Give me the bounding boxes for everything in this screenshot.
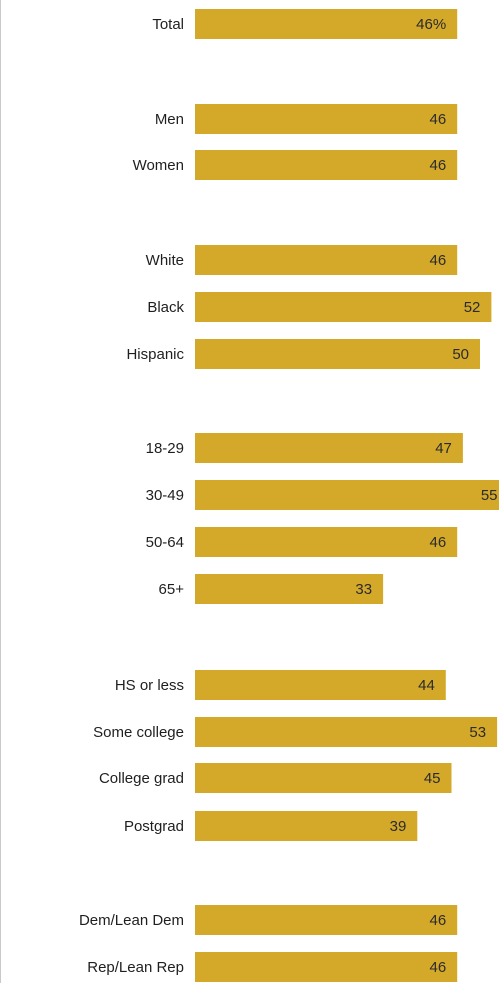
bar-row: Rep/Lean Rep 46: [87, 952, 458, 982]
value-label: 53: [469, 724, 486, 741]
bar: [195, 245, 458, 275]
value-label: 50: [452, 346, 469, 363]
category-label: White: [146, 252, 184, 269]
category-label: Some college: [93, 724, 184, 741]
bar: [195, 670, 446, 700]
value-label: 46: [430, 157, 447, 174]
category-label: 18-29: [146, 440, 184, 457]
bar: [195, 905, 458, 935]
category-label: College grad: [99, 770, 184, 787]
bar-row: Total 46%: [152, 9, 458, 39]
category-label: Black: [147, 299, 184, 316]
category-label: Rep/Lean Rep: [87, 959, 184, 976]
category-label: 30-49: [146, 487, 184, 504]
value-label: 46: [430, 111, 447, 128]
value-label: 46: [430, 912, 447, 929]
bar: [195, 527, 458, 557]
value-label: 33: [355, 581, 372, 598]
category-label: Postgrad: [124, 818, 184, 835]
bar: [195, 433, 463, 463]
value-label: 55: [481, 487, 498, 504]
bar-row: HS or less 44: [115, 670, 446, 700]
bar-row: Men 46: [155, 104, 458, 134]
value-label: 46: [430, 959, 447, 976]
bar-row: Postgrad 39: [124, 811, 418, 841]
bar-row: Dem/Lean Dem 46: [79, 905, 458, 935]
bar: [195, 811, 418, 841]
bar: [195, 104, 458, 134]
value-label: 45: [424, 770, 441, 787]
bar: [195, 150, 458, 180]
category-label: HS or less: [115, 677, 184, 694]
bar-row: 50-64 46: [146, 527, 458, 557]
bar-row: Hispanic 50: [126, 339, 480, 369]
bar-row: 18-29 47: [146, 433, 463, 463]
bar-row: College grad 45: [99, 763, 452, 793]
category-label: Dem/Lean Dem: [79, 912, 184, 929]
bar: [195, 763, 452, 793]
bar: [195, 339, 480, 369]
bar-row: Women 46: [133, 150, 458, 180]
value-label: 46: [430, 252, 447, 269]
bar: [195, 574, 384, 604]
bar-row: 30-49 55: [146, 480, 499, 510]
value-label: 52: [464, 299, 481, 316]
value-label: 44: [418, 677, 435, 694]
bar-row: Some college 53: [93, 717, 498, 747]
category-label: Total: [152, 16, 184, 33]
bar-row: White 46: [146, 245, 458, 275]
category-label: Men: [155, 111, 184, 128]
bar: [195, 9, 458, 39]
bar-row: Black 52: [147, 292, 492, 322]
category-label: 50-64: [146, 534, 184, 551]
bar-row: 65+ 33: [159, 574, 384, 604]
bar: [195, 292, 492, 322]
value-label: 47: [435, 440, 452, 457]
category-label: 65+: [159, 581, 185, 598]
value-label: 39: [390, 818, 407, 835]
bar: [195, 480, 499, 510]
category-label: Women: [133, 157, 184, 174]
value-label: 46: [430, 534, 447, 551]
category-label: Hispanic: [126, 346, 184, 363]
value-label: 46%: [416, 16, 446, 33]
bar: [195, 717, 498, 747]
bar: [195, 952, 458, 982]
